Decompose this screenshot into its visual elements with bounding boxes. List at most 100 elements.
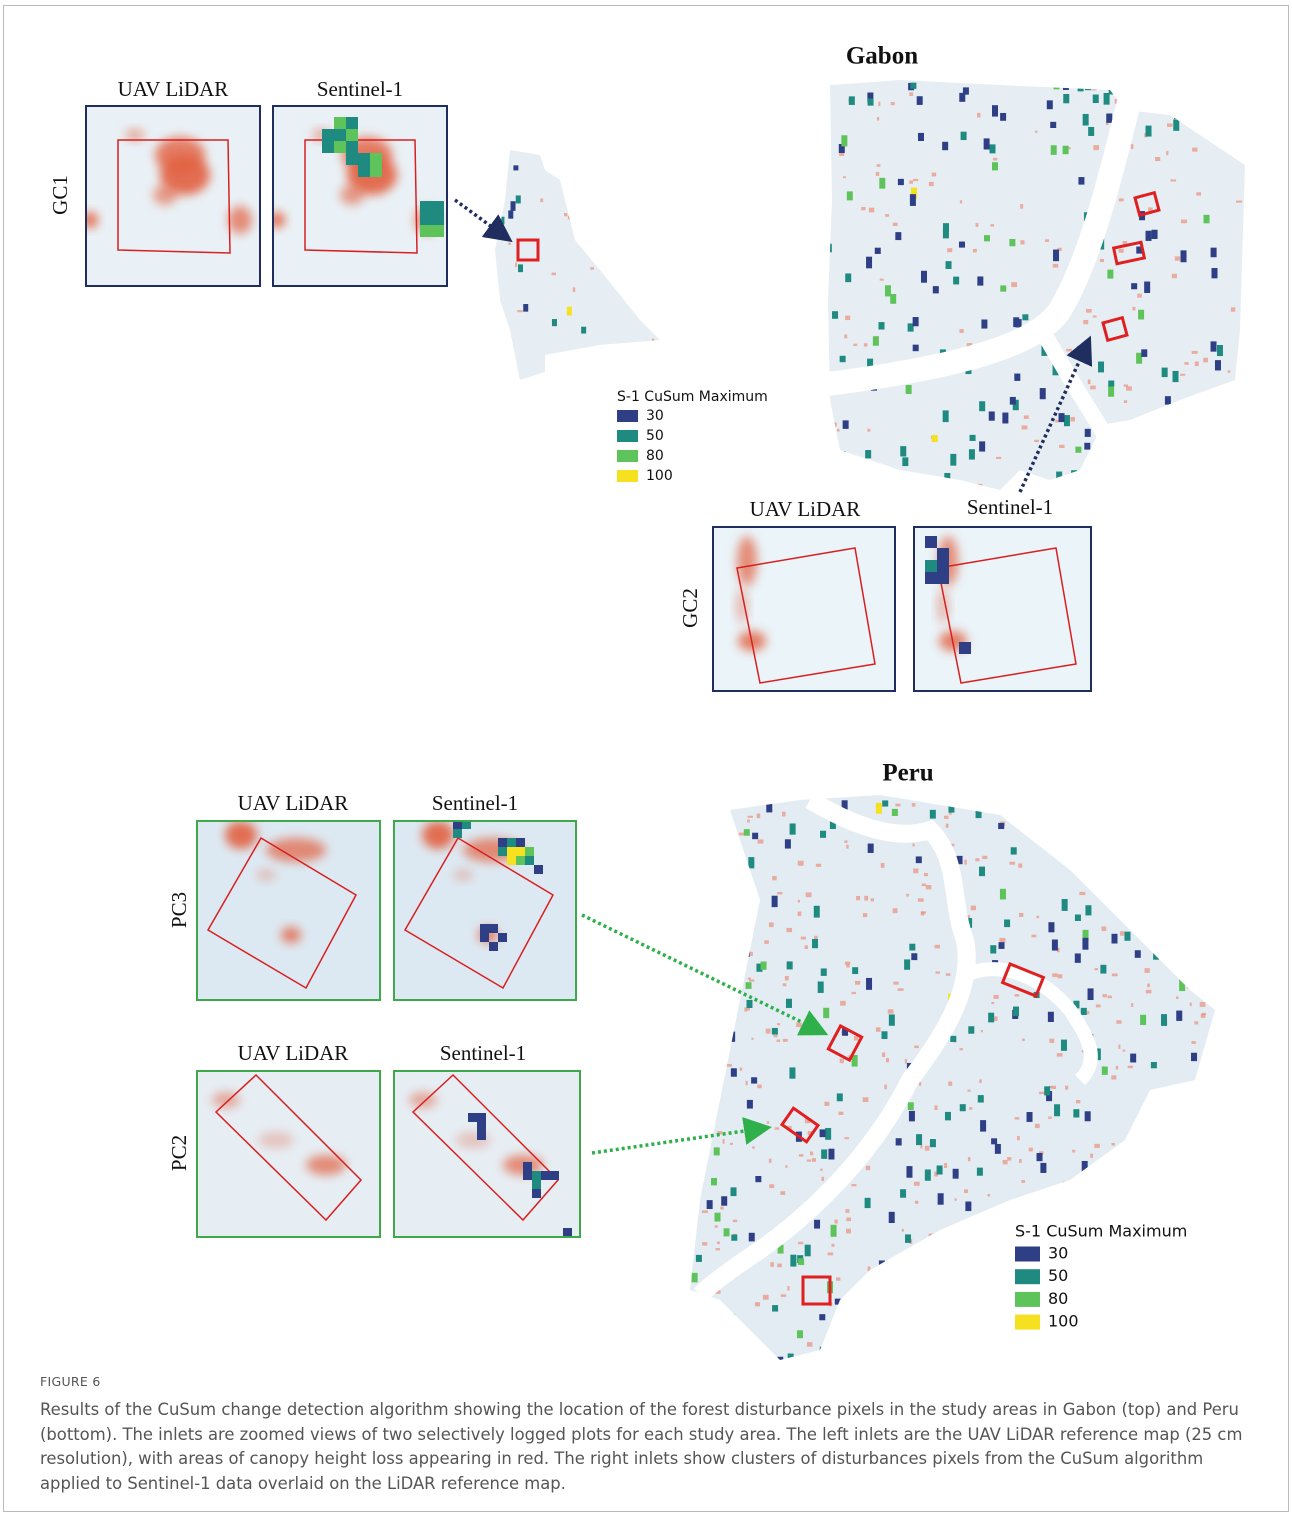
loss-speck [747, 819, 750, 823]
loss-speck [624, 211, 627, 214]
disturbance-pixel [902, 457, 909, 467]
disturbance-pixel [1188, 976, 1195, 986]
loss-speck [704, 829, 709, 834]
loss-speck [1192, 147, 1198, 152]
loss-speck [752, 1146, 755, 1149]
disturbance-pixel [825, 1127, 832, 1140]
disturbance-pixel [1084, 1316, 1091, 1327]
disturbance-pixel [499, 327, 505, 336]
loss-speck [1205, 1058, 1210, 1064]
loss-speck [1048, 1116, 1052, 1119]
loss-speck [1224, 440, 1231, 444]
loss-speck [722, 1139, 725, 1144]
disturbance-pixel [714, 1212, 721, 1222]
disturbance-pixel [752, 832, 759, 840]
disturbance-pixel [959, 241, 966, 248]
loss-speck [901, 1228, 904, 1232]
disturbance-pixel [1004, 919, 1011, 928]
disturbance-pixel [346, 153, 358, 165]
disturbance-pixel [766, 800, 773, 813]
disturbance-pixel [900, 446, 907, 457]
legend-label: 100 [646, 468, 673, 484]
arrows [453, 198, 1093, 1155]
loss-speck [797, 911, 802, 917]
disturbance-pixel [932, 286, 939, 294]
disturbance-pixel [879, 1312, 886, 1321]
loss-speck [1117, 837, 1121, 841]
disturbance-pixel [1015, 319, 1022, 328]
loss-speck [851, 1184, 857, 1187]
disturbance-pixel [617, 214, 623, 221]
disturbance-pixel [358, 165, 370, 177]
loss-speck [853, 343, 858, 347]
loss-speck [892, 908, 898, 914]
loss-speck [977, 112, 981, 118]
loss-speck [1056, 947, 1060, 953]
loss-speck [567, 215, 574, 220]
disturbance-pixel [895, 232, 902, 241]
loss-speck [1181, 904, 1187, 908]
disturbance-pixel [959, 92, 966, 102]
disturbance-pixel [477, 1131, 486, 1140]
disturbance-pixel [751, 1077, 758, 1084]
disturbance-pixel [933, 1284, 940, 1295]
loss-speck [1212, 1253, 1215, 1258]
loss-speck [1188, 1340, 1194, 1346]
loss-speck [644, 240, 648, 244]
disturbance-pixel [489, 942, 498, 951]
loss-speck [1152, 479, 1158, 484]
loss-speck [1070, 416, 1075, 422]
disturbance-pixel [1073, 1000, 1080, 1009]
disturbance-pixel [480, 933, 489, 942]
disturbance-pixel [1140, 1305, 1147, 1317]
inset-border [393, 820, 577, 1001]
loss-speck [964, 859, 967, 865]
disturbance-pixel [979, 441, 986, 452]
loss-speck [787, 1286, 790, 1291]
loss-speck [893, 981, 899, 985]
loss-speck [1242, 277, 1245, 282]
loss-speck [618, 272, 623, 278]
disturbance-pixel [755, 1175, 762, 1183]
loss-speck [714, 943, 720, 947]
legend-swatch [1015, 1314, 1040, 1330]
disturbance-pixel [1113, 903, 1120, 912]
loss-speck [1191, 1259, 1195, 1262]
river [818, 87, 1144, 397]
disturbance-pixel [1041, 345, 1048, 356]
loss-speck [784, 975, 789, 981]
loss-speck [1126, 888, 1129, 894]
disturbance-pixel [1000, 285, 1007, 292]
loss-speck [913, 868, 919, 874]
loss-speck [906, 893, 909, 897]
disturbance-pixel [1053, 1332, 1060, 1342]
loss-speck [1178, 914, 1182, 918]
loss-speck [972, 1279, 978, 1282]
disturbance-pixel [1160, 906, 1167, 918]
disturbance-pixel [1190, 459, 1197, 472]
loss-speck [1186, 1352, 1192, 1357]
loss-area [225, 821, 257, 849]
loss-speck [853, 1036, 859, 1041]
disturbance-pixel [525, 856, 534, 865]
disturbance-pixel [334, 129, 346, 141]
loss-speck [603, 366, 606, 372]
disturbance-pixel [1203, 1182, 1210, 1191]
loss-speck [1174, 256, 1181, 261]
disturbance-pixel [1217, 90, 1224, 102]
disturbance-pixel [532, 1180, 541, 1189]
disturbance-pixel [515, 195, 521, 204]
loss-speck [1099, 258, 1105, 263]
loss-speck [884, 1084, 887, 1090]
disturbance-pixel [790, 1254, 797, 1267]
plot-box [1101, 315, 1129, 343]
loss-speck [1055, 419, 1059, 423]
disturbance-pixel [1203, 1274, 1210, 1281]
disturbance-pixel [838, 143, 845, 154]
loss-speck [886, 1058, 889, 1063]
disturbance-pixel [1179, 979, 1186, 992]
disturbance-pixel [532, 1189, 541, 1198]
disturbance-pixel [1132, 421, 1139, 430]
loss-speck [1134, 456, 1140, 460]
disturbance-pixel [743, 946, 750, 957]
